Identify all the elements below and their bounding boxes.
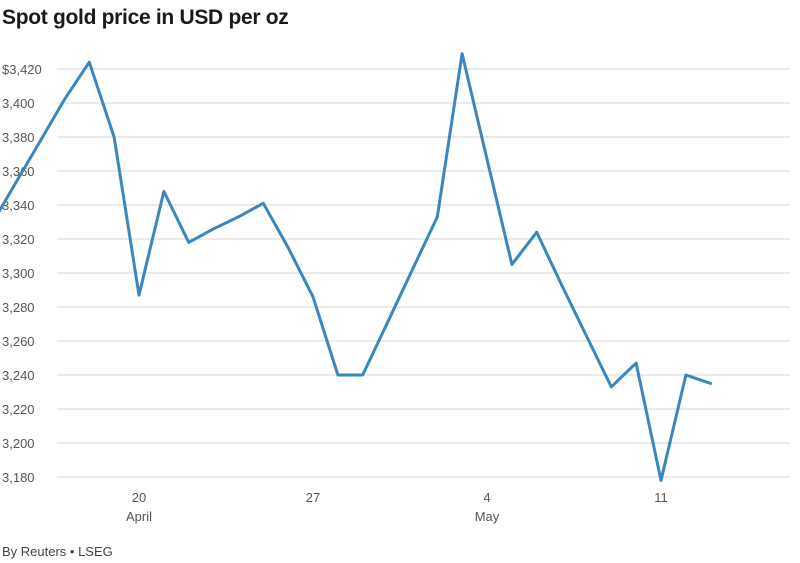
price-line [0, 52, 713, 482]
source-credit: By Reuters • LSEG [2, 544, 113, 559]
x-tick-label: 11 [654, 490, 668, 505]
y-tick-label: 3,180 [2, 470, 35, 485]
chart-title: Spot gold price in USD per oz [2, 6, 289, 29]
y-tick-label: 3,200 [2, 436, 35, 451]
x-axis-ticks: 20 April 27 4 May 11 [126, 490, 668, 524]
y-tick-label: 3,380 [2, 130, 35, 145]
y-tick-label: 3,340 [2, 198, 35, 213]
y-axis-ticks: $3,420 3,400 3,380 3,360 3,340 3,320 3,300 3,28… [2, 62, 42, 485]
y-tick-label: $3,420 [2, 62, 42, 77]
x-month-label: May [475, 509, 500, 524]
y-tick-label: 3,220 [2, 402, 35, 417]
x-tick-label: 27 [306, 490, 320, 505]
y-tick-label: 3,240 [2, 368, 35, 383]
series-group [0, 52, 713, 482]
x-month-label: April [126, 509, 152, 524]
grid-lines [57, 68, 790, 478]
y-tick-label: 3,300 [2, 266, 35, 281]
y-tick-label: 3,400 [2, 96, 35, 111]
x-tick-label: 20 [132, 490, 146, 505]
y-tick-label: 3,280 [2, 300, 35, 315]
y-tick-label: 3,320 [2, 232, 35, 247]
y-tick-label: 3,260 [2, 334, 35, 349]
y-tick-label: 3,360 [2, 164, 35, 179]
x-tick-label: 4 [483, 490, 490, 505]
